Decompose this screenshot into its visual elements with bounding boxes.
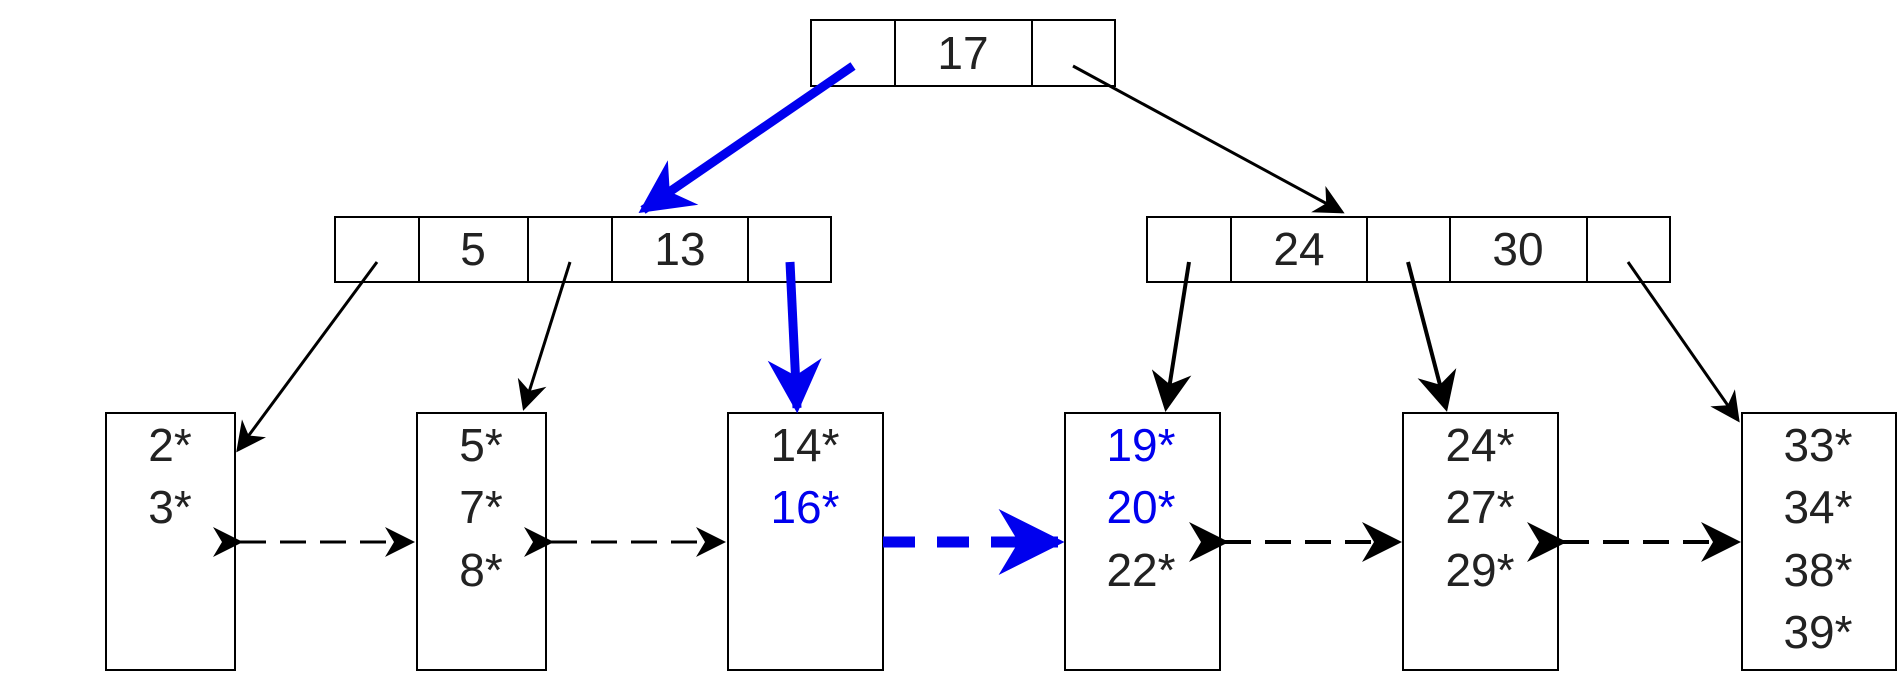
leaf-5-entries: 24* 27* 29*: [1445, 419, 1514, 596]
pointer-root-to-right-internal: [1072, 64, 1345, 214]
pointer-right-internal-to-leaf-6: [1626, 261, 1740, 423]
internal-left-pointer-cell-1: [527, 216, 613, 283]
root-key-0: 17: [937, 27, 988, 79]
internal-right-pointer-cell-1: [1366, 216, 1451, 283]
pointer-root-to-left-internal: [638, 62, 856, 214]
root-pointer-cell-1: [1031, 19, 1116, 87]
leaf-6-entry-1: 34*: [1783, 481, 1852, 533]
internal-right-pointer-cell-2: [1586, 216, 1671, 283]
root-key-cell-0: [894, 19, 1033, 87]
leaf-6-entry-0: 33*: [1783, 419, 1852, 471]
leaf-5-entry-0: 24*: [1445, 419, 1514, 471]
leaf-1-entry-1: 3*: [148, 481, 192, 533]
internal-right-key-cell-1: [1449, 216, 1588, 283]
leaf-4-entry-0: 19*: [1106, 419, 1175, 471]
internal-right-key-0: 24: [1273, 223, 1324, 275]
internal-left-key-cell-0: [418, 216, 529, 283]
pointer-right-internal-to-leaf-4: [1151, 261, 1192, 412]
leaf-3-entry-0: 14*: [770, 419, 839, 471]
internal-left-key-cell-1: [611, 216, 749, 283]
root-pointer-cell-0: [810, 19, 896, 87]
internal-node-left: 5 13: [334, 216, 832, 283]
leaf-5-entry-2: 29*: [1445, 544, 1514, 596]
leaf-5-entry-1: 27*: [1445, 481, 1514, 533]
leaf-4-entry-1: 20*: [1106, 481, 1175, 533]
internal-left-pointer-cell-0: [334, 216, 420, 283]
pointer-right-internal-to-leaf-5: [1406, 261, 1457, 412]
root-node: 17: [810, 19, 1116, 87]
leaf-2-entry-1: 7*: [459, 481, 503, 533]
pointer-left-internal-to-leaf-1: [236, 261, 379, 453]
leaf-2-entries: 5* 7* 8*: [459, 419, 503, 596]
leaf-3-entries: 14* 16*: [770, 419, 839, 533]
leaf-4-entries: 19* 20* 22*: [1106, 419, 1175, 596]
internal-right-key-1: 30: [1492, 223, 1543, 275]
leaf-6-entries: 33* 34* 38* 39*: [1783, 419, 1852, 658]
leaf-3-entry-1: 16*: [770, 481, 839, 533]
leaf-1-entries: 2* 3*: [148, 419, 192, 533]
internal-left-key-1: 13: [654, 223, 705, 275]
leaf-6-entry-2: 38*: [1783, 544, 1852, 596]
leaf-4-entry-2: 22*: [1106, 544, 1175, 596]
pointer-left-internal-to-leaf-3: [767, 261, 822, 414]
pointer-left-internal-to-leaf-2: [517, 261, 572, 411]
leaf-box-3: [727, 412, 884, 671]
leaf-2-entry-2: 8*: [459, 544, 503, 596]
internal-right-key-cell-0: [1230, 216, 1368, 283]
internal-left-key-0: 5: [460, 223, 486, 275]
leaf-2-entry-0: 5*: [459, 419, 503, 471]
leaf-box-6: [1741, 412, 1897, 671]
leaf-1-entry-0: 2*: [148, 419, 192, 471]
internal-node-right: 24 30: [1146, 216, 1671, 283]
leaf-6-entry-3: 39*: [1783, 606, 1852, 658]
